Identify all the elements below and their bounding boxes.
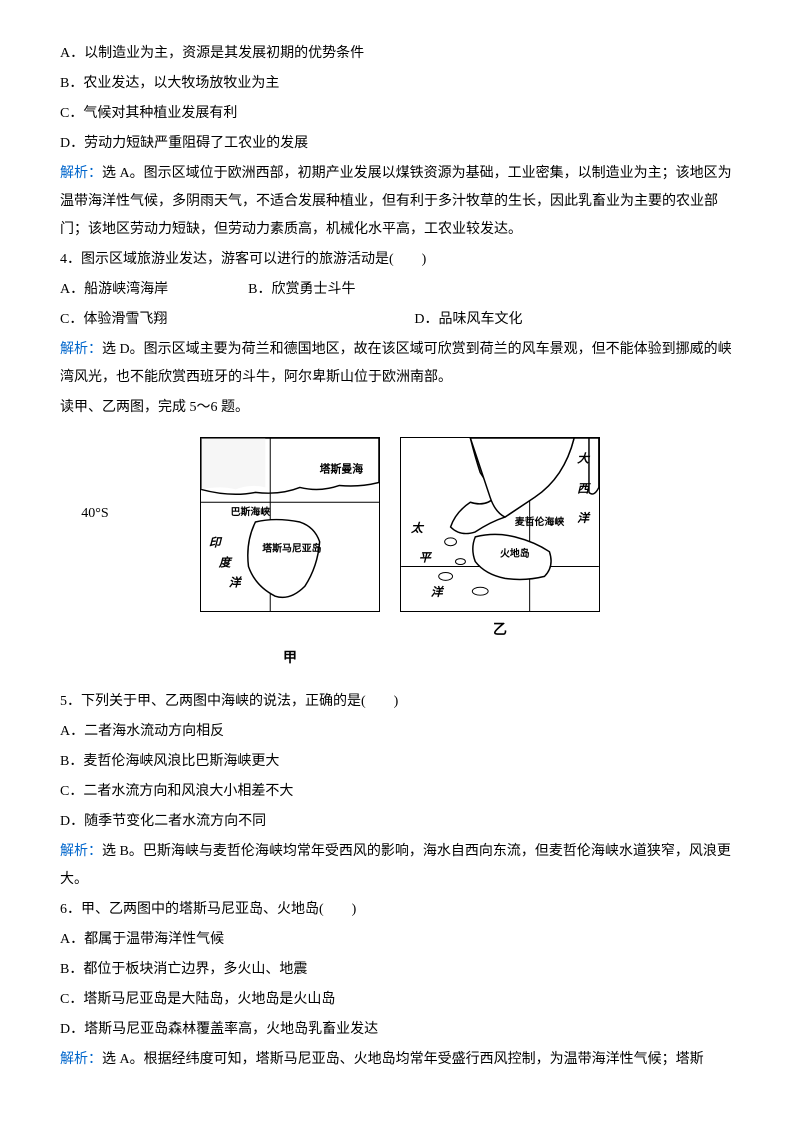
map-jia-box: 145°E 塔斯曼海 巴斯海峡 塔斯马尼亚岛 印 度 洋 40°S 甲 [200,437,380,673]
lon-label-jia: 145°E [275,437,303,438]
q6-option-b: B．都位于板块消亡边界，多火山、地震 [60,956,740,984]
q6-option-c: C．塔斯马尼亚岛是大陆岛，火地岛是火山岛 [60,986,740,1014]
q5-option-c: C．二者水流方向和风浪大小相差不大 [60,778,740,806]
analysis-block-4: 解析：选 D。图示区域主要为荷兰和德国地区，故在该区域可欣赏到荷兰的风车景观，但… [60,336,740,392]
analysis-block-1: 解析：选 A。图示区域位于欧洲西部，初期产业发展以煤铁资源为基础，工业密集，以制… [60,160,740,244]
option-d: D．劳动力短缺严重阻碍了工农业的发展 [60,130,740,158]
svg-text:太: 太 [410,521,425,535]
analysis-answer-4: 选 D。 [102,342,144,357]
analysis-text-1: 图示区域位于欧洲西部，初期产业发展以煤铁资源为基础，工业密集，以制造业为主；该地… [60,166,732,237]
svg-text:塔斯马尼亚岛: 塔斯马尼亚岛 [262,542,321,555]
q4-options-row1: A．船游峡湾海岸 B．欣赏勇士斗牛 [60,276,740,304]
analysis-text-4: 图示区域主要为荷兰和德国地区，故在该区域可欣赏到荷兰的风车景观，但不能体验到挪威… [60,342,732,385]
svg-text:度: 度 [218,556,233,570]
svg-text:麦哲伦海峡: 麦哲伦海峡 [515,515,565,528]
map-yi-label: 乙 [493,617,507,645]
q4-option-b: B．欣赏勇士斗牛 [248,276,355,304]
analysis-label: 解析： [60,166,102,181]
q6-stem: 6．甲、乙两图中的塔斯马尼亚岛、火地岛( ) [60,896,740,924]
analysis-answer-1: 选 A。 [102,166,144,181]
q6-option-d: D．塔斯马尼亚岛森林覆盖率高，火地岛乳畜业发达 [60,1016,740,1044]
map-yi-svg: 70°W 大 西 洋 麦哲伦海峡 火地岛 太 平 洋 55°S [400,437,600,612]
q4-option-c: C．体验滑雪飞翔 [60,312,167,327]
option-b: B．农业发达，以大牧场放牧业为主 [60,70,740,98]
analysis-text-6: 根据经纬度可知，塔斯马尼亚岛、火地岛均常年受盛行西风控制，为温带海洋性气候；塔斯 [144,1052,704,1067]
intro-56: 读甲、乙两图，完成 5～6 题。 [60,394,740,422]
analysis-answer-5: 选 B。 [102,844,143,859]
map-jia-label: 甲 [283,645,297,673]
q6-option-a: A．都属于温带海洋性气候 [60,926,740,954]
q5-option-a: A．二者海水流动方向相反 [60,718,740,746]
q5-stem: 5．下列关于甲、乙两图中海峡的说法，正确的是( ) [60,688,740,716]
option-a: A．以制造业为主，资源是其发展初期的优势条件 [60,40,740,68]
analysis-block-5: 解析：选 B。巴斯海峡与麦哲伦海峡均常年受西风的影响，海水自西向东流，但麦哲伦海… [60,838,740,894]
q4-option-d: D．品味风车文化 [414,312,522,327]
q5-option-d: D．随季节变化二者水流方向不同 [60,808,740,836]
svg-text:塔斯曼海: 塔斯曼海 [320,462,364,476]
analysis-block-6: 解析：选 A。根据经纬度可知，塔斯马尼亚岛、火地岛均常年受盛行西风控制，为温带海… [60,1046,740,1074]
map-jia-svg: 145°E 塔斯曼海 巴斯海峡 塔斯马尼亚岛 印 度 洋 [200,437,380,612]
q4-option-a: A．船游峡湾海岸 [60,276,168,304]
map-figure: 145°E 塔斯曼海 巴斯海峡 塔斯马尼亚岛 印 度 洋 40°S 甲 [60,437,740,673]
analysis-label-4: 解析： [60,342,102,357]
svg-text:70°W: 70°W [530,437,556,438]
q5-option-b: B．麦哲伦海峡风浪比巴斯海峡更大 [60,748,740,776]
option-c: C．气候对其种植业发展有利 [60,100,740,128]
map-yi-box: 70°W 大 西 洋 麦哲伦海峡 火地岛 太 平 洋 55°S 乙 [400,437,600,673]
q4-options-row2: C．体验滑雪飞翔 D．品味风车文化 [60,306,740,334]
analysis-text-5: 巴斯海峡与麦哲伦海峡均常年受西风的影响，海水自西向东流，但麦哲伦海峡水道狭窄，风… [60,844,731,887]
analysis-answer-6: 选 A。 [102,1052,144,1067]
analysis-label-5: 解析： [60,844,102,859]
analysis-label-6: 解析： [60,1052,102,1067]
svg-text:火地岛: 火地岛 [500,547,530,560]
q4-stem: 4．图示区域旅游业发达，游客可以进行的旅游活动是( ) [60,246,740,274]
svg-text:巴斯海峡: 巴斯海峡 [231,505,271,518]
